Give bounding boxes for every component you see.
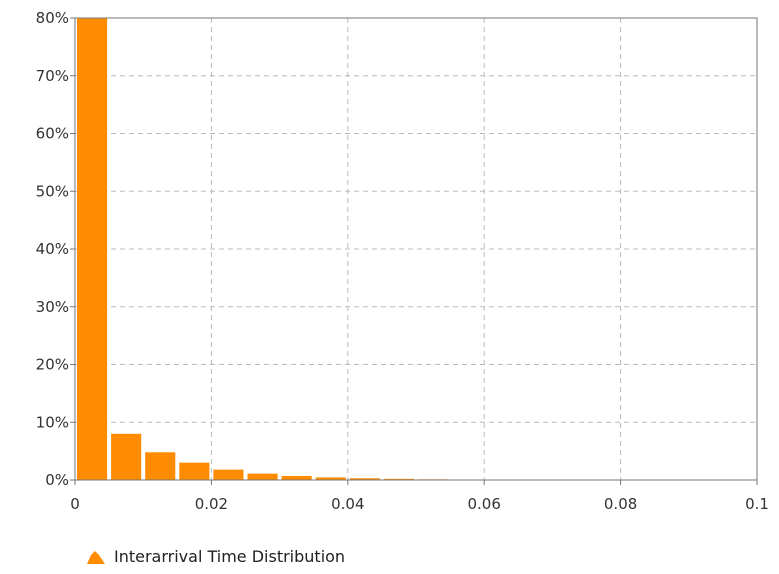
histogram-bar [383, 478, 414, 480]
histogram-bar [111, 433, 142, 480]
grid-lines [75, 18, 757, 480]
legend-area-icon [87, 550, 105, 564]
y-tick-label: 40% [36, 240, 69, 258]
x-tick-label: 0.04 [331, 495, 364, 513]
histogram-bar [247, 473, 278, 480]
y-tick-label: 50% [36, 182, 69, 200]
y-tick-label: 20% [36, 356, 69, 374]
x-tick-label: 0.1 [745, 495, 769, 513]
legend-label: Interarrival Time Distribution [114, 547, 346, 566]
x-tick-label: 0.06 [467, 495, 500, 513]
histogram-bar [179, 462, 210, 480]
x-tick-label: 0 [70, 495, 80, 513]
y-tick-label: 10% [36, 413, 69, 431]
histogram-bar [77, 18, 108, 480]
x-tick-label: 0.02 [195, 495, 228, 513]
y-tick-label: 80% [36, 9, 69, 27]
y-tick-label: 0% [45, 471, 69, 489]
histogram-bar [213, 469, 244, 480]
x-axis-ticks: 0 0.02 0.04 0.06 0.08 0.1 [70, 480, 769, 513]
x-tick-label: 0.08 [604, 495, 637, 513]
legend: Interarrival Time Distribution [86, 547, 345, 566]
histogram-bar [281, 475, 312, 480]
histogram-bar [315, 477, 346, 480]
y-tick-label: 60% [36, 125, 69, 143]
y-axis-ticks: 0% 10% 20% 30% 40% 50% 60% 70% 80% [36, 9, 75, 489]
histogram-bar [349, 478, 380, 480]
y-tick-label: 30% [36, 298, 69, 316]
bars [77, 18, 483, 480]
histogram-bar [145, 452, 176, 480]
y-tick-label: 70% [36, 67, 69, 85]
